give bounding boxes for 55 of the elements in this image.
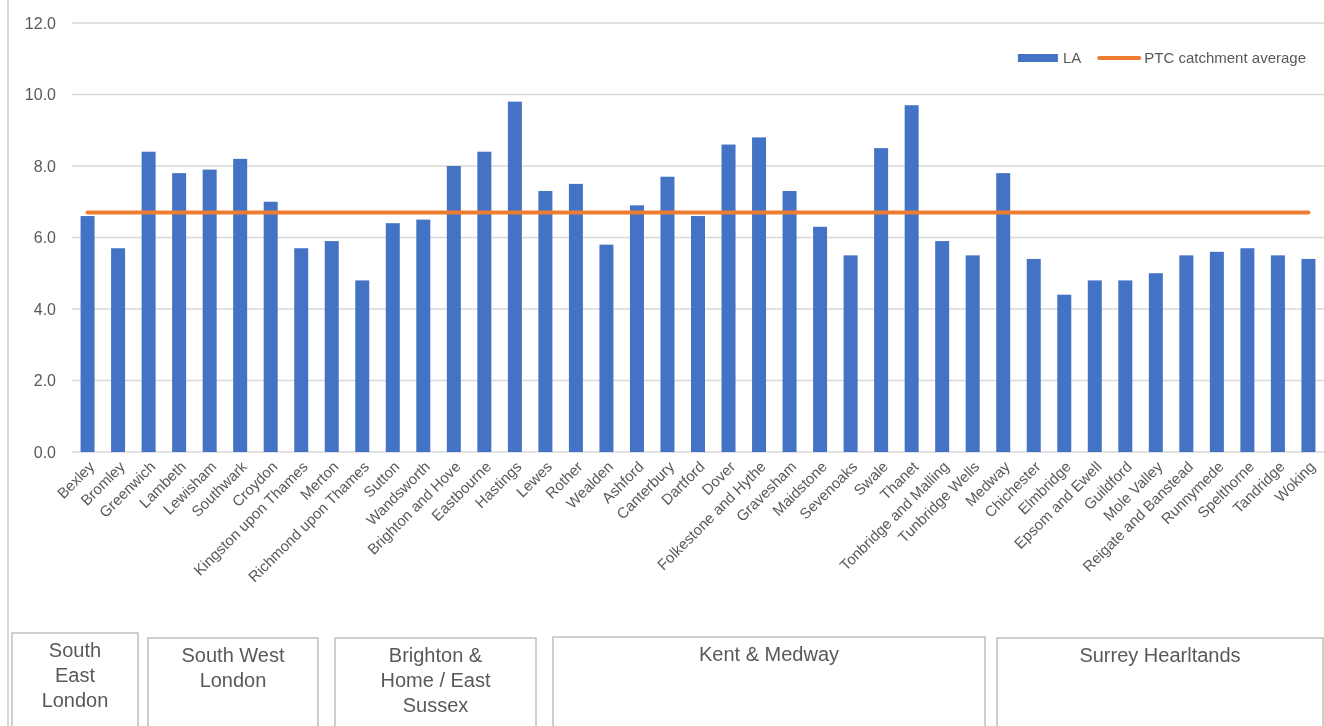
y-tick-label: 12.0 xyxy=(24,14,57,32)
bar xyxy=(355,280,370,452)
bar xyxy=(599,244,614,452)
bar xyxy=(111,248,126,452)
bar xyxy=(263,201,278,452)
text: Kent & Medway xyxy=(698,643,840,665)
bar xyxy=(874,148,889,452)
bar xyxy=(141,151,156,452)
bar xyxy=(935,241,950,452)
bar xyxy=(1179,255,1194,452)
bar xyxy=(80,216,95,452)
bar xyxy=(538,191,553,452)
bar xyxy=(385,223,400,452)
bar xyxy=(1087,280,1102,452)
bar xyxy=(324,241,339,452)
bar xyxy=(477,151,492,452)
text: South East London xyxy=(41,639,109,711)
y-tick-label: 8.0 xyxy=(33,157,57,175)
bar xyxy=(568,183,583,452)
bar xyxy=(1148,273,1163,452)
y-tick-label: 10.0 xyxy=(24,86,57,104)
bar xyxy=(904,105,919,452)
bar xyxy=(1026,258,1041,452)
bar xyxy=(813,226,828,452)
bar xyxy=(996,173,1011,452)
y-tick-label: 2.0 xyxy=(33,372,57,390)
bar xyxy=(446,166,461,452)
bar xyxy=(1118,280,1133,452)
bar xyxy=(1209,251,1224,452)
bar xyxy=(843,255,858,452)
legend-label: PTC catchment average xyxy=(1144,49,1307,67)
bar xyxy=(507,101,522,452)
bar xyxy=(629,205,644,452)
y-tick-label: 4.0 xyxy=(33,300,57,318)
text: Surrey Hearltands xyxy=(1079,644,1241,666)
text: Brighton & Home / East Sussex xyxy=(380,644,491,716)
bar xyxy=(172,173,187,452)
bar xyxy=(294,248,309,452)
bar xyxy=(691,216,705,452)
bar xyxy=(721,144,736,452)
bar xyxy=(965,255,980,452)
bar xyxy=(1301,258,1316,452)
bar xyxy=(416,219,431,452)
bar xyxy=(782,191,797,452)
legend-label: LA xyxy=(1062,49,1082,67)
y-tick-label: 0.0 xyxy=(33,443,57,461)
y-tick-label: 6.0 xyxy=(33,229,57,247)
text: South West London xyxy=(181,644,285,691)
bar xyxy=(752,137,767,452)
bar xyxy=(1057,294,1072,452)
bar xyxy=(202,169,217,452)
bar xyxy=(1270,255,1285,452)
bar xyxy=(1240,248,1255,452)
bar xyxy=(660,176,675,452)
bar xyxy=(233,158,248,452)
